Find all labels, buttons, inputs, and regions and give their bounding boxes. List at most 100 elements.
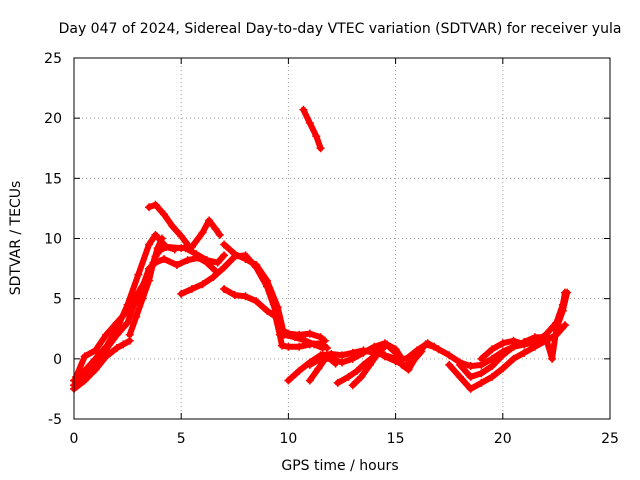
data-point (220, 251, 229, 260)
data-point (338, 351, 346, 360)
data-point (202, 256, 211, 265)
data-point (211, 224, 220, 233)
data-point (477, 369, 486, 378)
x-tick-label: 0 (70, 431, 79, 447)
data-point (344, 372, 353, 381)
data-point (192, 250, 201, 259)
series-trace (371, 346, 425, 370)
data-point (252, 260, 261, 269)
data-point (509, 336, 518, 345)
data-point (151, 230, 160, 239)
y-tick-label: 25 (44, 51, 62, 67)
data-point (220, 240, 229, 249)
data-point (273, 303, 282, 312)
data-point (275, 330, 284, 339)
data-point (181, 244, 190, 253)
data-point (91, 365, 100, 374)
data-point (305, 340, 314, 349)
data-point (102, 345, 111, 354)
data-points (70, 105, 572, 393)
data-point (445, 360, 454, 369)
data-point (262, 276, 271, 285)
data-point (112, 330, 121, 339)
series-trace (73, 243, 178, 380)
data-point (213, 258, 222, 267)
data-point (548, 354, 557, 363)
data-point (157, 234, 166, 243)
y-axis-label: SDTVAR / TECUs (8, 181, 24, 296)
data-point (455, 360, 464, 369)
data-point (295, 342, 304, 351)
x-tick-label: 15 (387, 431, 405, 447)
data-point (552, 324, 561, 333)
data-point (198, 228, 207, 237)
data-point (333, 378, 342, 387)
data-point (119, 340, 128, 349)
data-point (72, 372, 81, 381)
data-point (284, 376, 293, 385)
data-series-arc-b (70, 253, 220, 385)
data-point (466, 384, 475, 393)
data-point (338, 358, 346, 367)
data-series-arc-e (125, 234, 166, 339)
data-point (170, 245, 179, 254)
data-point (314, 364, 323, 373)
series-trace (285, 289, 568, 384)
data-point (277, 341, 286, 350)
data-point (295, 366, 304, 375)
data-point (102, 352, 111, 361)
y-tick-label: 0 (53, 352, 62, 368)
series-trace (300, 106, 324, 152)
data-point (560, 321, 569, 330)
data-point (316, 339, 325, 348)
data-point (357, 372, 366, 381)
y-tick-label: -5 (48, 412, 62, 428)
data-point (241, 292, 250, 301)
data-point (183, 256, 192, 265)
data-point (102, 330, 111, 339)
data-point (160, 254, 169, 263)
data-point (408, 357, 417, 366)
data-point (498, 351, 507, 360)
data-point (498, 364, 507, 373)
data-point (220, 263, 229, 272)
data-point (262, 306, 271, 315)
data-point (477, 378, 486, 387)
data-point (149, 258, 158, 267)
chart-title: Day 047 of 2024, Sidereal Day-to-day VTE… (59, 21, 622, 37)
data-series-arc-d (72, 242, 179, 381)
data-point (316, 144, 325, 153)
data-point (230, 291, 239, 300)
data-point (541, 331, 550, 340)
data-series-arc-i (181, 244, 229, 267)
data-point (134, 270, 143, 279)
data-point (498, 339, 507, 348)
data-point (305, 376, 314, 385)
data-point (359, 348, 368, 357)
data-point (391, 345, 400, 354)
data-point (445, 351, 454, 360)
data-series-arc-j (220, 285, 331, 353)
data-series-arc-q (370, 345, 426, 371)
data-point (112, 318, 121, 327)
data-point (370, 345, 379, 354)
data-point (241, 254, 250, 263)
data-point (488, 345, 497, 354)
data-point (312, 132, 321, 141)
data-point (125, 330, 134, 339)
data-point (80, 376, 89, 385)
data-point (160, 210, 169, 219)
data-point (455, 372, 464, 381)
x-tick-label: 5 (177, 431, 186, 447)
x-tick-label: 25 (601, 431, 619, 447)
data-point (168, 222, 177, 231)
y-tick-label: 5 (53, 292, 62, 308)
data-point (80, 369, 89, 378)
data-point (558, 306, 567, 315)
data-point (230, 250, 239, 259)
data-series-arc-t (477, 331, 550, 363)
data-point (305, 329, 314, 338)
data-point (151, 200, 160, 209)
data-point (145, 203, 154, 212)
